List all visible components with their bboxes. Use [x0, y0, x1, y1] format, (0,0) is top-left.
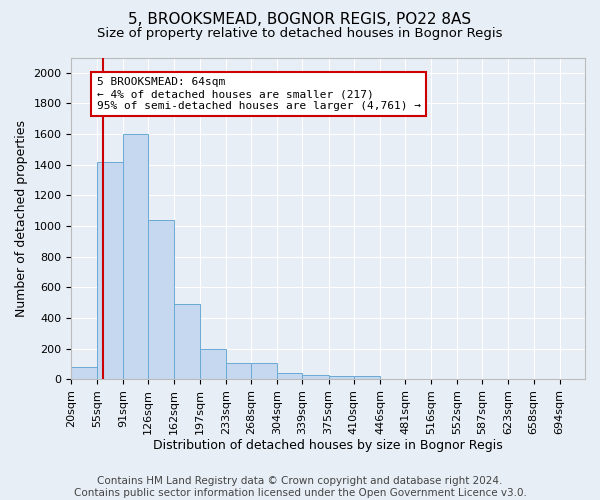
- Bar: [200, 348, 226, 379]
- Text: 5 BROOKSMEAD: 64sqm
← 4% of detached houses are smaller (217)
95% of semi-detach: 5 BROOKSMEAD: 64sqm ← 4% of detached hou…: [97, 78, 421, 110]
- Bar: [354, 376, 380, 379]
- Bar: [329, 376, 354, 379]
- Text: Size of property relative to detached houses in Bognor Regis: Size of property relative to detached ho…: [97, 28, 503, 40]
- Bar: [123, 134, 148, 379]
- Text: Contains HM Land Registry data © Crown copyright and database right 2024.
Contai: Contains HM Land Registry data © Crown c…: [74, 476, 526, 498]
- Bar: [174, 304, 200, 379]
- Bar: [226, 363, 251, 379]
- Bar: [302, 374, 329, 379]
- Bar: [71, 367, 97, 379]
- Bar: [251, 363, 277, 379]
- Y-axis label: Number of detached properties: Number of detached properties: [15, 120, 28, 317]
- Text: 5, BROOKSMEAD, BOGNOR REGIS, PO22 8AS: 5, BROOKSMEAD, BOGNOR REGIS, PO22 8AS: [128, 12, 472, 28]
- Bar: [97, 162, 123, 379]
- Bar: [277, 373, 302, 379]
- X-axis label: Distribution of detached houses by size in Bognor Regis: Distribution of detached houses by size …: [154, 440, 503, 452]
- Bar: [148, 220, 174, 379]
